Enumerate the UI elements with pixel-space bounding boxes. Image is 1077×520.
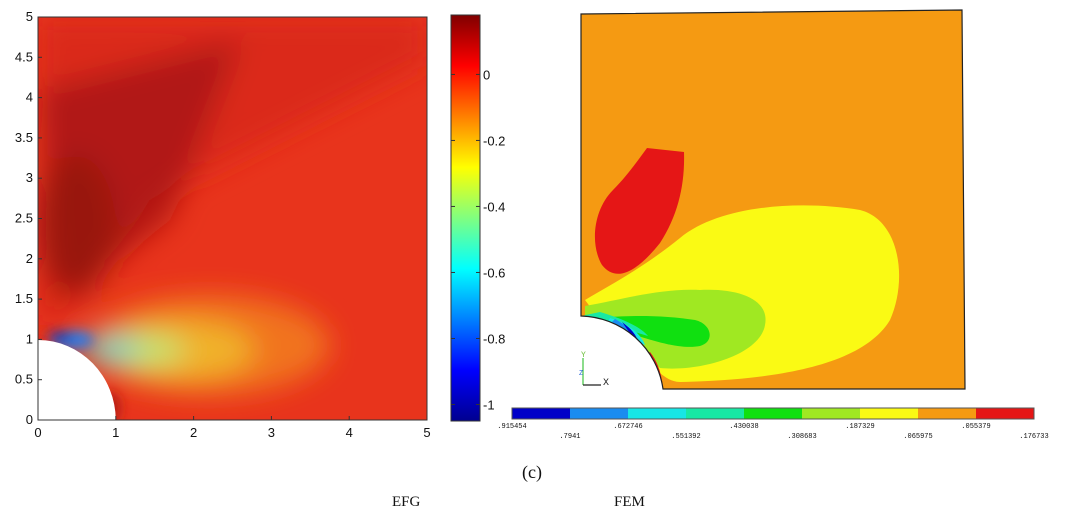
fem-legend-value-label: .551392 bbox=[671, 433, 700, 441]
efg-y-tick-label: 0 bbox=[26, 412, 33, 427]
efg-colorbar-tick-label: -0.2 bbox=[483, 133, 505, 148]
fem-legend: .915454 .7941 .672746 .551392 .430038 .308683… bbox=[497, 407, 1049, 441]
fem-y-axis-label: Y bbox=[581, 351, 586, 360]
efg-colorbar-tick-label: 0 bbox=[483, 67, 490, 82]
fem-z-axis-label: Z bbox=[579, 370, 583, 378]
fem-legend-value-label: .430038 bbox=[729, 423, 758, 431]
fem-axis-triad: Y Z X bbox=[579, 351, 609, 389]
fem-legend-value-label: .187329 bbox=[845, 423, 874, 431]
efg-colorbar-bar bbox=[450, 14, 481, 422]
fem-legend-swatch bbox=[744, 408, 802, 419]
efg-colorbar-tick-label: -0.4 bbox=[483, 199, 505, 214]
efg-x-tick-label: 2 bbox=[190, 425, 197, 440]
fem-legend-swatch bbox=[860, 408, 918, 419]
fem-legend-swatch bbox=[802, 408, 860, 419]
efg-colorbar: 0 -0.2 -0.4 -0.6 -0.8 -1 bbox=[450, 14, 505, 422]
fem-legend-swatch bbox=[570, 408, 628, 419]
fem-legend-value-label: .055379 bbox=[961, 423, 990, 431]
fem-legend-swatch bbox=[628, 408, 686, 419]
efg-y-tick-label: 3 bbox=[26, 170, 33, 185]
efg-x-tick-label: 4 bbox=[346, 425, 353, 440]
efg-y-tick-label: 1.5 bbox=[15, 291, 33, 306]
efg-cyan-wake bbox=[80, 336, 140, 362]
fem-legend-swatch bbox=[918, 408, 976, 419]
efg-dark-blue-spot bbox=[48, 332, 72, 342]
efg-y-tick-label: 5 bbox=[26, 9, 33, 24]
efg-colorbar-tick-label: -0.8 bbox=[483, 331, 505, 346]
fem-outline bbox=[580, 9, 966, 390]
fem-legend-swatches bbox=[512, 408, 1034, 419]
efg-dark-red-core bbox=[38, 155, 115, 295]
fem-red-region bbox=[594, 148, 685, 274]
fem-legend-frame bbox=[511, 407, 1035, 420]
efg-y-tick-label: 2.5 bbox=[15, 211, 33, 226]
efg-y-tick-label: 4.5 bbox=[15, 49, 33, 64]
fem-legend-swatch bbox=[976, 408, 1034, 419]
fem-legend-value-label: .065975 bbox=[903, 433, 932, 441]
efg-y-tick-label: 0.5 bbox=[15, 372, 33, 387]
fem-legend-swatch bbox=[512, 408, 570, 419]
efg-x-tick-label: 5 bbox=[423, 425, 430, 440]
fem-method-label: FEM bbox=[614, 494, 645, 510]
efg-plot: 0 1 2 3 4 5 0 0.5 1 1.5 2 2.5 3 3.5 4 4.5 5 bbox=[15, 9, 431, 440]
fem-legend-value-label: .7941 bbox=[559, 433, 580, 441]
efg-y-tick-label: 1 bbox=[26, 331, 33, 346]
efg-axis-ticks: 0 1 2 3 4 5 0 0.5 1 1.5 2 2.5 3 3.5 4 4.5 5 bbox=[15, 9, 431, 440]
efg-y-tick-label: 4 bbox=[26, 90, 33, 105]
efg-hole bbox=[38, 340, 116, 420]
efg-colorbar-tick-label: -1 bbox=[483, 397, 495, 412]
fem-legend-swatch bbox=[686, 408, 744, 419]
fem-legend-labels: .915454 .7941 .672746 .551392 .430038 .308683… bbox=[497, 423, 1048, 441]
fem-legend-value-label: .672746 bbox=[613, 423, 642, 431]
efg-field bbox=[38, 17, 427, 420]
fem-plot: Y Z X bbox=[579, 9, 966, 390]
fem-legend-value-label: .176733 bbox=[1019, 433, 1048, 441]
efg-x-tick-label: 0 bbox=[34, 425, 41, 440]
efg-method-label: EFG bbox=[392, 494, 421, 510]
figure-caption: (c) bbox=[522, 462, 542, 482]
efg-y-tick-label: 2 bbox=[26, 251, 33, 266]
fem-legend-value-label: .308683 bbox=[787, 433, 816, 441]
fem-x-axis-label: X bbox=[603, 378, 609, 389]
efg-colorbar-ticks: 0 -0.2 -0.4 -0.6 -0.8 -1 bbox=[451, 67, 505, 412]
efg-x-tick-label: 1 bbox=[112, 425, 119, 440]
efg-colorbar-tick-label: -0.6 bbox=[483, 265, 505, 280]
efg-x-tick-label: 3 bbox=[268, 425, 275, 440]
fem-legend-value-label: .915454 bbox=[497, 423, 526, 431]
efg-y-tick-label: 3.5 bbox=[15, 130, 33, 145]
